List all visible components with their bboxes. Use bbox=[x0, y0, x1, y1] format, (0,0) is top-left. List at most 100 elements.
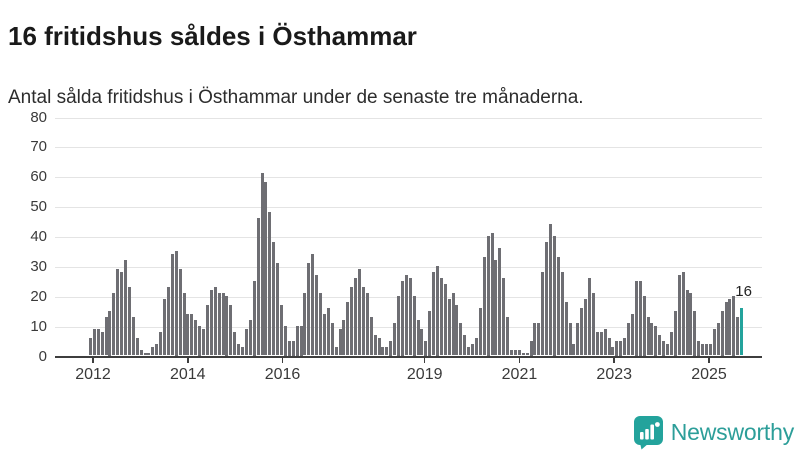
bar bbox=[342, 319, 346, 356]
bar bbox=[166, 286, 170, 356]
bar bbox=[178, 268, 182, 356]
bar bbox=[202, 328, 206, 356]
bar bbox=[556, 256, 560, 356]
bar bbox=[689, 292, 693, 356]
bar bbox=[502, 277, 506, 356]
bar bbox=[451, 292, 455, 356]
bar bbox=[319, 292, 323, 356]
bar bbox=[673, 310, 677, 356]
bar bbox=[124, 259, 128, 356]
page-title: 16 fritidshus såldes i Östhammar bbox=[8, 21, 417, 52]
y-axis-label: 60 bbox=[30, 168, 47, 186]
bar bbox=[669, 331, 673, 356]
bar bbox=[100, 331, 104, 356]
bar bbox=[545, 241, 549, 356]
bar bbox=[443, 283, 447, 356]
bar bbox=[642, 295, 646, 356]
bar bbox=[334, 346, 338, 356]
bar bbox=[104, 316, 108, 356]
bar bbox=[506, 316, 510, 356]
grid-line bbox=[55, 147, 762, 149]
bar bbox=[439, 277, 443, 356]
bar bbox=[159, 331, 163, 356]
bar bbox=[529, 340, 533, 356]
x-axis-label: 2021 bbox=[501, 366, 538, 383]
bar bbox=[303, 292, 307, 356]
bar bbox=[420, 328, 424, 356]
bar bbox=[237, 343, 241, 356]
value-label: 16 bbox=[735, 282, 752, 300]
bar bbox=[408, 277, 412, 356]
bar bbox=[326, 307, 330, 356]
bar bbox=[662, 340, 666, 356]
bar bbox=[217, 292, 221, 356]
bar bbox=[127, 286, 131, 356]
grid-line bbox=[55, 326, 762, 328]
bar bbox=[720, 310, 724, 356]
bar bbox=[143, 352, 147, 356]
bar bbox=[299, 325, 303, 356]
bar bbox=[599, 331, 603, 356]
bar bbox=[346, 301, 350, 356]
bar bbox=[424, 340, 428, 356]
newsworthy-bubble-icon bbox=[633, 415, 664, 450]
bar bbox=[276, 262, 280, 356]
bar bbox=[354, 277, 358, 356]
bar bbox=[654, 325, 658, 356]
bar bbox=[163, 298, 167, 356]
bar bbox=[728, 298, 732, 356]
bar bbox=[580, 307, 584, 356]
x-tick bbox=[92, 358, 94, 363]
bar bbox=[541, 271, 545, 356]
bar bbox=[693, 310, 697, 356]
grid-line bbox=[55, 237, 762, 238]
bar bbox=[459, 322, 463, 356]
bar bbox=[716, 322, 720, 356]
y-axis-label: 30 bbox=[30, 257, 47, 275]
bar bbox=[291, 340, 295, 356]
bar bbox=[131, 316, 135, 356]
bar bbox=[568, 322, 572, 356]
bar bbox=[615, 340, 619, 356]
newsworthy-logo[interactable]: Newsworthy bbox=[633, 414, 794, 450]
bar bbox=[494, 259, 498, 356]
bar bbox=[623, 337, 627, 356]
bar bbox=[365, 292, 369, 356]
bar bbox=[513, 349, 517, 356]
bar bbox=[120, 271, 124, 356]
bar bbox=[205, 304, 209, 356]
bar bbox=[155, 343, 159, 356]
bar bbox=[397, 295, 400, 356]
bar bbox=[521, 352, 525, 356]
bar bbox=[241, 346, 245, 356]
bar bbox=[209, 289, 213, 356]
bar bbox=[510, 349, 514, 356]
bar bbox=[92, 328, 96, 356]
y-axis-label: 0 bbox=[38, 347, 47, 365]
bar bbox=[295, 325, 299, 356]
bar bbox=[666, 343, 670, 356]
bar bbox=[681, 271, 685, 356]
bar bbox=[116, 268, 120, 356]
bar bbox=[619, 340, 623, 356]
bar bbox=[591, 292, 595, 356]
bar bbox=[272, 241, 276, 356]
grid-line bbox=[55, 117, 762, 119]
bar bbox=[638, 280, 642, 356]
bar bbox=[517, 349, 521, 356]
x-tick bbox=[423, 358, 426, 363]
bar bbox=[736, 316, 740, 356]
bar bbox=[112, 292, 116, 356]
bar bbox=[89, 337, 92, 356]
bar bbox=[705, 343, 708, 356]
bar bbox=[432, 271, 436, 356]
x-tick bbox=[613, 358, 615, 363]
bar bbox=[338, 328, 342, 356]
bar bbox=[490, 233, 494, 356]
grid-line bbox=[55, 296, 762, 298]
bar bbox=[287, 340, 291, 356]
bar bbox=[322, 313, 326, 356]
bar bbox=[572, 343, 576, 356]
y-axis-label: 80 bbox=[30, 108, 47, 126]
